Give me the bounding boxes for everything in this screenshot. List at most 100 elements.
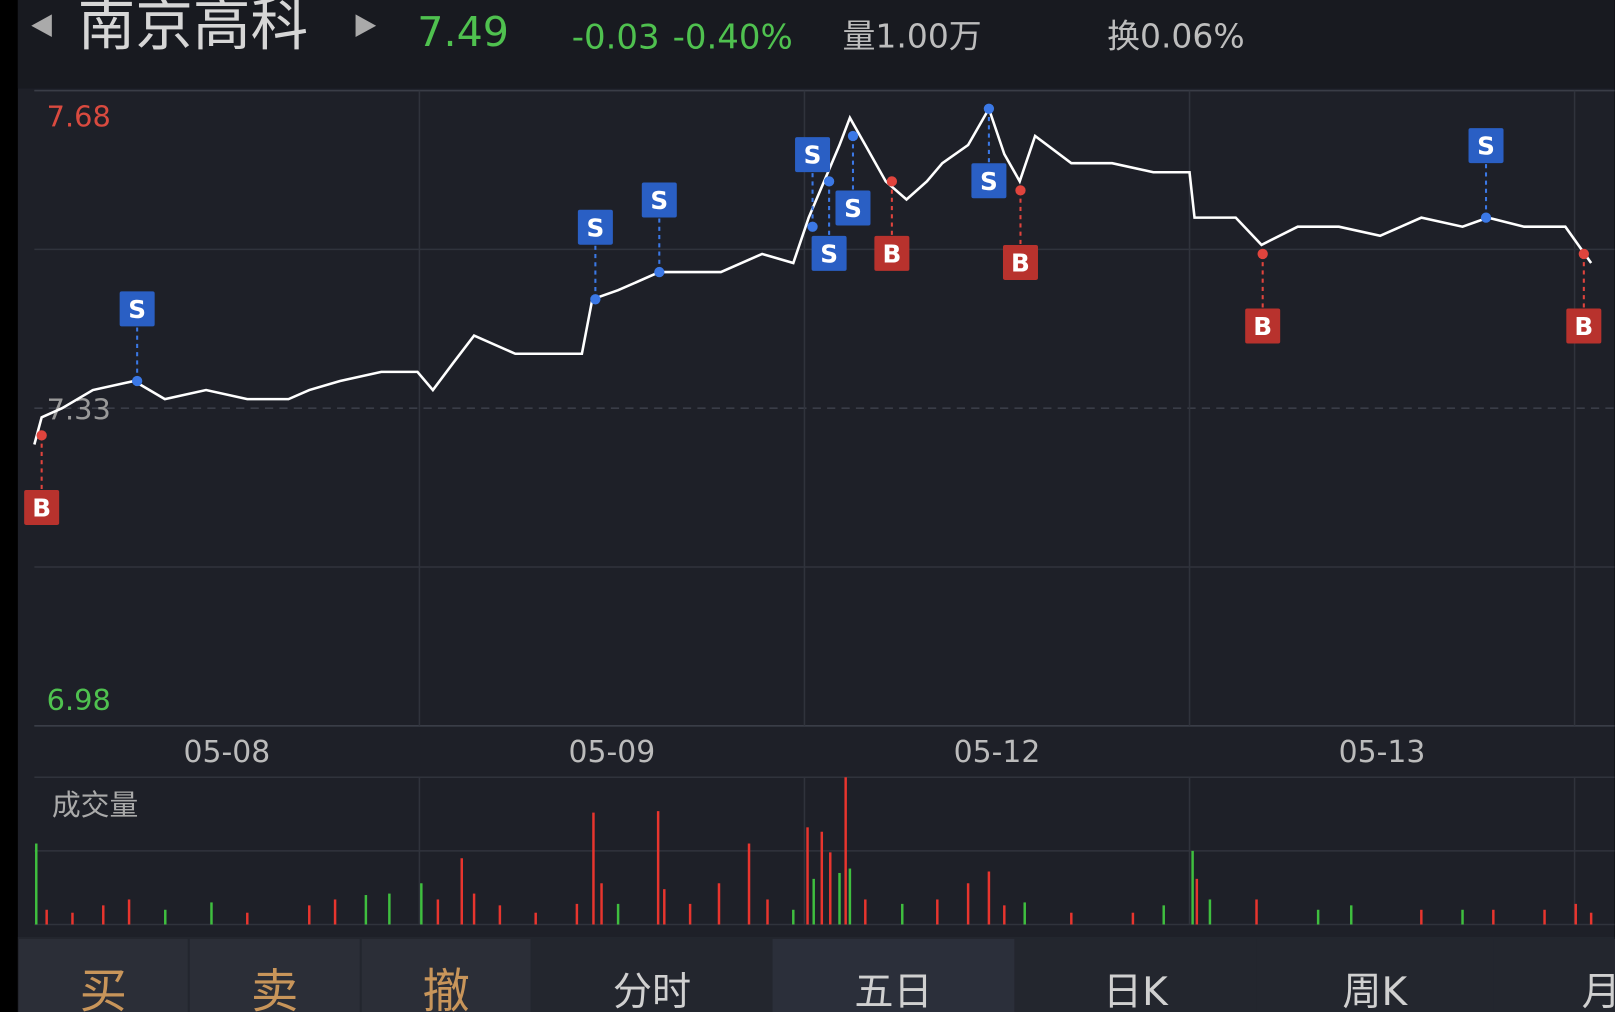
- trade-badge: [795, 137, 831, 173]
- volume-bar: [987, 871, 991, 925]
- volume-bar: [1003, 905, 1006, 925]
- turnover-info: 换0.06%: [1107, 17, 1245, 56]
- tab-label[interactable]: 周K: [1342, 970, 1408, 1012]
- volume-bar: [901, 903, 904, 925]
- trade-point: [36, 430, 47, 441]
- volume-bar: [575, 903, 579, 925]
- volume-bar: [663, 889, 666, 925]
- trade-point: [807, 221, 818, 232]
- volume-bar: [820, 831, 824, 925]
- tab-bg[interactable]: [361, 938, 531, 1012]
- trade-point: [1578, 248, 1589, 260]
- tab-bg[interactable]: [189, 938, 360, 1012]
- y-tick-label: 7.68: [47, 99, 111, 133]
- tab-label[interactable]: 买: [80, 964, 127, 1012]
- tab-bg[interactable]: [1256, 938, 1494, 1012]
- volume-bar: [534, 912, 537, 925]
- trade-label: S: [980, 167, 998, 196]
- x-tick-label: 05-08: [184, 735, 271, 770]
- trade-badge: [874, 235, 910, 271]
- tab-label[interactable]: 五日: [854, 970, 932, 1012]
- trade-badge: [119, 291, 155, 327]
- trade-point: [1480, 212, 1492, 223]
- price-line: [33, 105, 1593, 445]
- x-tick-label: 05-09: [569, 735, 656, 770]
- trade-point: [983, 103, 995, 114]
- stock-name: 南京高科: [78, 0, 309, 58]
- volume-bar: [688, 903, 692, 925]
- trade-badge: [24, 489, 60, 525]
- volume-bar: [308, 905, 311, 925]
- volume-bar: [848, 868, 852, 925]
- x-tick-label: 05-12: [954, 735, 1041, 770]
- volume-bar: [472, 893, 476, 925]
- volume-bar: [838, 872, 841, 925]
- volume-bar: [844, 777, 847, 925]
- x-tick-label: 05-13: [1339, 735, 1426, 770]
- trade-badge: [641, 182, 677, 218]
- volume-bar: [246, 912, 249, 925]
- volume-bar: [1023, 902, 1026, 925]
- trade-badge: [577, 209, 613, 245]
- trade-label: B: [32, 494, 51, 523]
- trade-badge: [1002, 244, 1038, 280]
- tab-bg[interactable]: [1493, 938, 1615, 1012]
- header-bar: [17, 0, 1615, 89]
- trade-label: B: [1574, 312, 1593, 341]
- volume-bar: [1195, 878, 1199, 925]
- volume-bar: [966, 883, 970, 925]
- volume-bar: [364, 895, 368, 925]
- volume-bar: [127, 899, 131, 925]
- trade-label: S: [844, 194, 862, 223]
- trade-point: [1015, 185, 1026, 196]
- trade-badge: [811, 235, 847, 271]
- trade-label: B: [1253, 312, 1272, 341]
- volume-bar: [1316, 909, 1320, 925]
- y-tick-label: 6.98: [47, 683, 111, 717]
- tab-label[interactable]: 撤: [422, 964, 469, 1012]
- volume-bar: [1420, 909, 1423, 925]
- tab-bg[interactable]: [531, 938, 773, 1012]
- volume-title: 成交量: [52, 788, 138, 822]
- volume-bar: [592, 812, 595, 925]
- tab-label[interactable]: 卖: [251, 964, 298, 1012]
- prev-arrow[interactable]: [31, 14, 52, 38]
- tab-label[interactable]: 日K: [1103, 970, 1169, 1012]
- trade-label: S: [128, 295, 146, 324]
- trade-label: S: [650, 186, 668, 215]
- trade-point: [132, 375, 143, 387]
- trade-point: [847, 130, 859, 142]
- trade-label: S: [804, 141, 822, 170]
- volume-info: 量1.00万: [843, 17, 982, 56]
- volume-bar: [164, 909, 167, 925]
- trade-label: B: [1011, 249, 1030, 278]
- volume-bar: [102, 905, 105, 925]
- volume-bar: [460, 858, 463, 925]
- volume-bar: [1208, 899, 1212, 925]
- volume-bar: [388, 893, 391, 925]
- tab-bg[interactable]: [18, 938, 188, 1012]
- tab-bg[interactable]: [772, 938, 1015, 1012]
- volume-bar: [498, 905, 502, 925]
- trade-label: B: [882, 239, 901, 268]
- volume-bar: [717, 883, 721, 925]
- volume-bar: [1255, 899, 1258, 925]
- tab-label[interactable]: 月: [1582, 970, 1615, 1012]
- next-arrow[interactable]: [355, 14, 377, 38]
- volume-bar: [1131, 912, 1135, 925]
- tab-label[interactable]: 分时: [613, 970, 691, 1012]
- trade-badge: [1566, 308, 1602, 344]
- volume-bar: [806, 827, 809, 925]
- trade-label: S: [1477, 132, 1495, 161]
- volume-bar: [812, 878, 815, 925]
- volume-bar: [45, 909, 48, 925]
- tab-bg[interactable]: [1014, 938, 1257, 1012]
- volume-bar: [616, 903, 620, 925]
- price: 7.49: [417, 8, 509, 56]
- trade-point: [886, 176, 898, 187]
- volume-bar: [333, 899, 337, 925]
- volume-bar: [436, 899, 440, 925]
- volume-bar: [829, 852, 832, 925]
- volume-bar: [1070, 912, 1073, 925]
